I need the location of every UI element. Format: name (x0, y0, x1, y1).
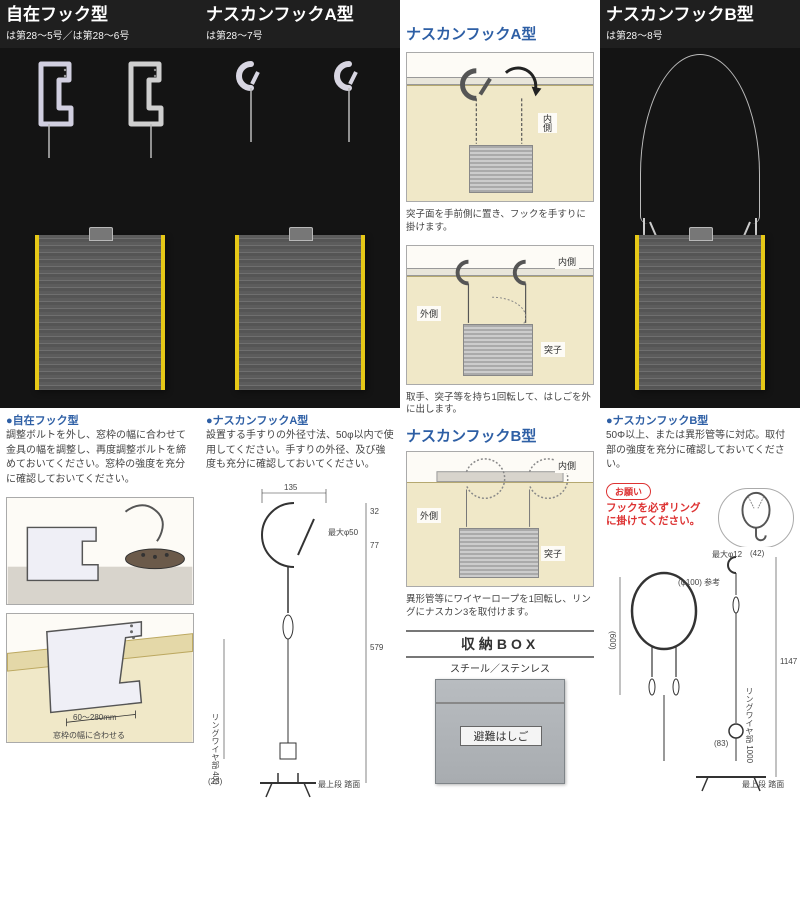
dim-h23: (23) (208, 777, 222, 786)
tag-lug: 突子 (541, 546, 565, 561)
caption-title-b: ●ナスカンフックB型 (600, 408, 800, 429)
tag-inside: 内側 (555, 254, 579, 269)
dim-1147: 1147 (780, 657, 797, 666)
instr-a1: 突子面を手前側に置き、フックを手すりに掛けます。 (400, 206, 600, 241)
clamp-hook-icon (31, 58, 79, 158)
title-jizai: 自在フック型 (6, 6, 194, 23)
diagram-a-step1: 内側 (406, 52, 594, 202)
subtitle-nasukan-b: は第28〜8号 (606, 27, 794, 42)
dim-max-dia: 最大φ50 (328, 527, 358, 538)
dim-phi100: (φ100) 参考 (678, 577, 720, 588)
dim-note: 窓枠の幅に合わせる (53, 730, 125, 741)
tag-outside: 外側 (417, 508, 441, 523)
hook-pair-jizai (0, 58, 200, 238)
dim-42: (42) (750, 549, 764, 558)
photo-jizai (0, 48, 200, 408)
swivel-hook-icon (328, 58, 370, 142)
caption-title-jizai: ●自在フック型 (0, 408, 200, 429)
header-nasukan-a: ナスカンフックA型 は第28〜7号 (200, 0, 400, 48)
caption-text-b: 50Φ以上、または異形管等に対応。取付部の強度を充分に確認しておいてください。 (600, 429, 800, 479)
dim-bottom-label: 最上段 踏面 (318, 779, 360, 790)
diagram-jizai-clamp: 60〜280mm 窓枠の幅に合わせる (6, 613, 194, 743)
catalog-page: 自在フック型 は第28〜5号／は第28〜6号 ●自在フック型 調整ボルトを外し、… (0, 0, 800, 807)
instr-b: 異形管等にワイヤーロープを1回転し、リングにナスカン3を取付けます。 (400, 591, 600, 626)
subtitle-nasukan-a: は第28〜7号 (206, 27, 394, 42)
dim-h579: 579 (370, 643, 383, 652)
dim-bottom-b: 最上段 踏面 (742, 779, 784, 790)
dimension-drawing-a: 135 最大φ50 32 77 579 リングワイヤ部 400 (23) 最上段… (206, 483, 394, 803)
tag-inside: 内側 (555, 458, 579, 473)
tag-lug: 突子 (541, 342, 565, 357)
photo-nasukan-b (600, 48, 800, 408)
tag-inside: 内側 (538, 113, 557, 133)
storage-box-image: 避難はしご (435, 679, 565, 784)
header-jizai: 自在フック型 は第28〜5号／は第28〜6号 (0, 0, 200, 48)
dim-83: (83) (714, 739, 728, 748)
diagram-b-step: 内側 外側 突子 (406, 451, 594, 587)
column-instructions: ナスカンフックA型 内側 突子面を手前側に置き、フックを手すりに掛けます。 (400, 0, 600, 807)
tag-outside: 外側 (417, 306, 441, 321)
mini-ladder-icon (459, 528, 539, 578)
header-instr-b: ナスカンフックB型 (400, 423, 600, 447)
column-nasukan-a: ナスカンフックA型 は第28〜7号 ●ナスカンフックA型 設置する手すりの外径寸… (200, 0, 400, 807)
ladder-stack (635, 235, 765, 390)
dim-h32: 32 (370, 507, 379, 516)
title-nasukan-a: ナスカンフックA型 (206, 6, 394, 23)
dim-h77: 77 (370, 541, 379, 550)
storage-title: 収納BOX (406, 630, 594, 658)
dim-ring-wire-b: リングワイヤ部 1000 (744, 687, 755, 763)
caption-text-jizai: 調整ボルトを外し、窓枠の幅に合わせて金具の幅を調整し、再度調整ボルトを締めておい… (0, 429, 200, 493)
ladder-stack (235, 235, 365, 390)
hook-pair-a (200, 58, 400, 238)
dim-hook-width: 135 (284, 483, 297, 492)
storage-sub: スチール／ステンレス (400, 660, 600, 675)
column-nasukan-b: ナスカンフックB型 は第28〜8号 ●ナスカンフックB型 50Φ以上、または異形… (600, 0, 800, 807)
onegai-text: フックを必ずリングに掛けてください。 (600, 500, 710, 529)
diagram-jizai-install (6, 497, 194, 605)
ladder-stack (35, 235, 165, 390)
column-jizai: 自在フック型 は第28〜5号／は第28〜6号 ●自在フック型 調整ボルトを外し、… (0, 0, 200, 807)
title-nasukan-b: ナスカンフックB型 (606, 6, 794, 23)
mini-ladder-icon (469, 145, 533, 193)
swivel-hook-icon (230, 58, 272, 142)
instr-a2: 取手、突子等を持ち1回転して、はしごを外に出します。 (400, 389, 600, 424)
onegai-ring-diagram (718, 488, 794, 548)
dim-ring-wire: リングワイヤ部 400 (210, 713, 221, 785)
onegai-pill: お願い (606, 483, 651, 500)
caption-text-a: 設置する手すりの外径寸法、50φ以内で使用してください。手すりの外径、及び強度も… (200, 429, 400, 479)
header-instr-a: ナスカンフックA型 (400, 0, 600, 48)
clamp-hook-icon (121, 58, 169, 158)
caption-title-a: ●ナスカンフックA型 (200, 408, 400, 429)
dim-max-dia-b: 最大φ12 (712, 549, 742, 560)
dimension-drawing-b: 最大φ12 (42) (φ100) 参考 (600) 1147 リングワイヤ部 … (606, 547, 794, 799)
photo-nasukan-a (200, 48, 400, 408)
wire-loop-icon (640, 54, 760, 224)
dim-label: 60〜280mm (73, 712, 117, 723)
storage-box-label: 避難はしご (460, 726, 542, 746)
mini-ladder-icon (463, 324, 533, 376)
header-nasukan-b: ナスカンフックB型 は第28〜8号 (600, 0, 800, 48)
dim-600: (600) (608, 631, 617, 650)
subtitle-jizai: は第28〜5号／は第28〜6号 (6, 27, 194, 42)
diagram-a-step2: 内側 外側 突子 (406, 245, 594, 385)
